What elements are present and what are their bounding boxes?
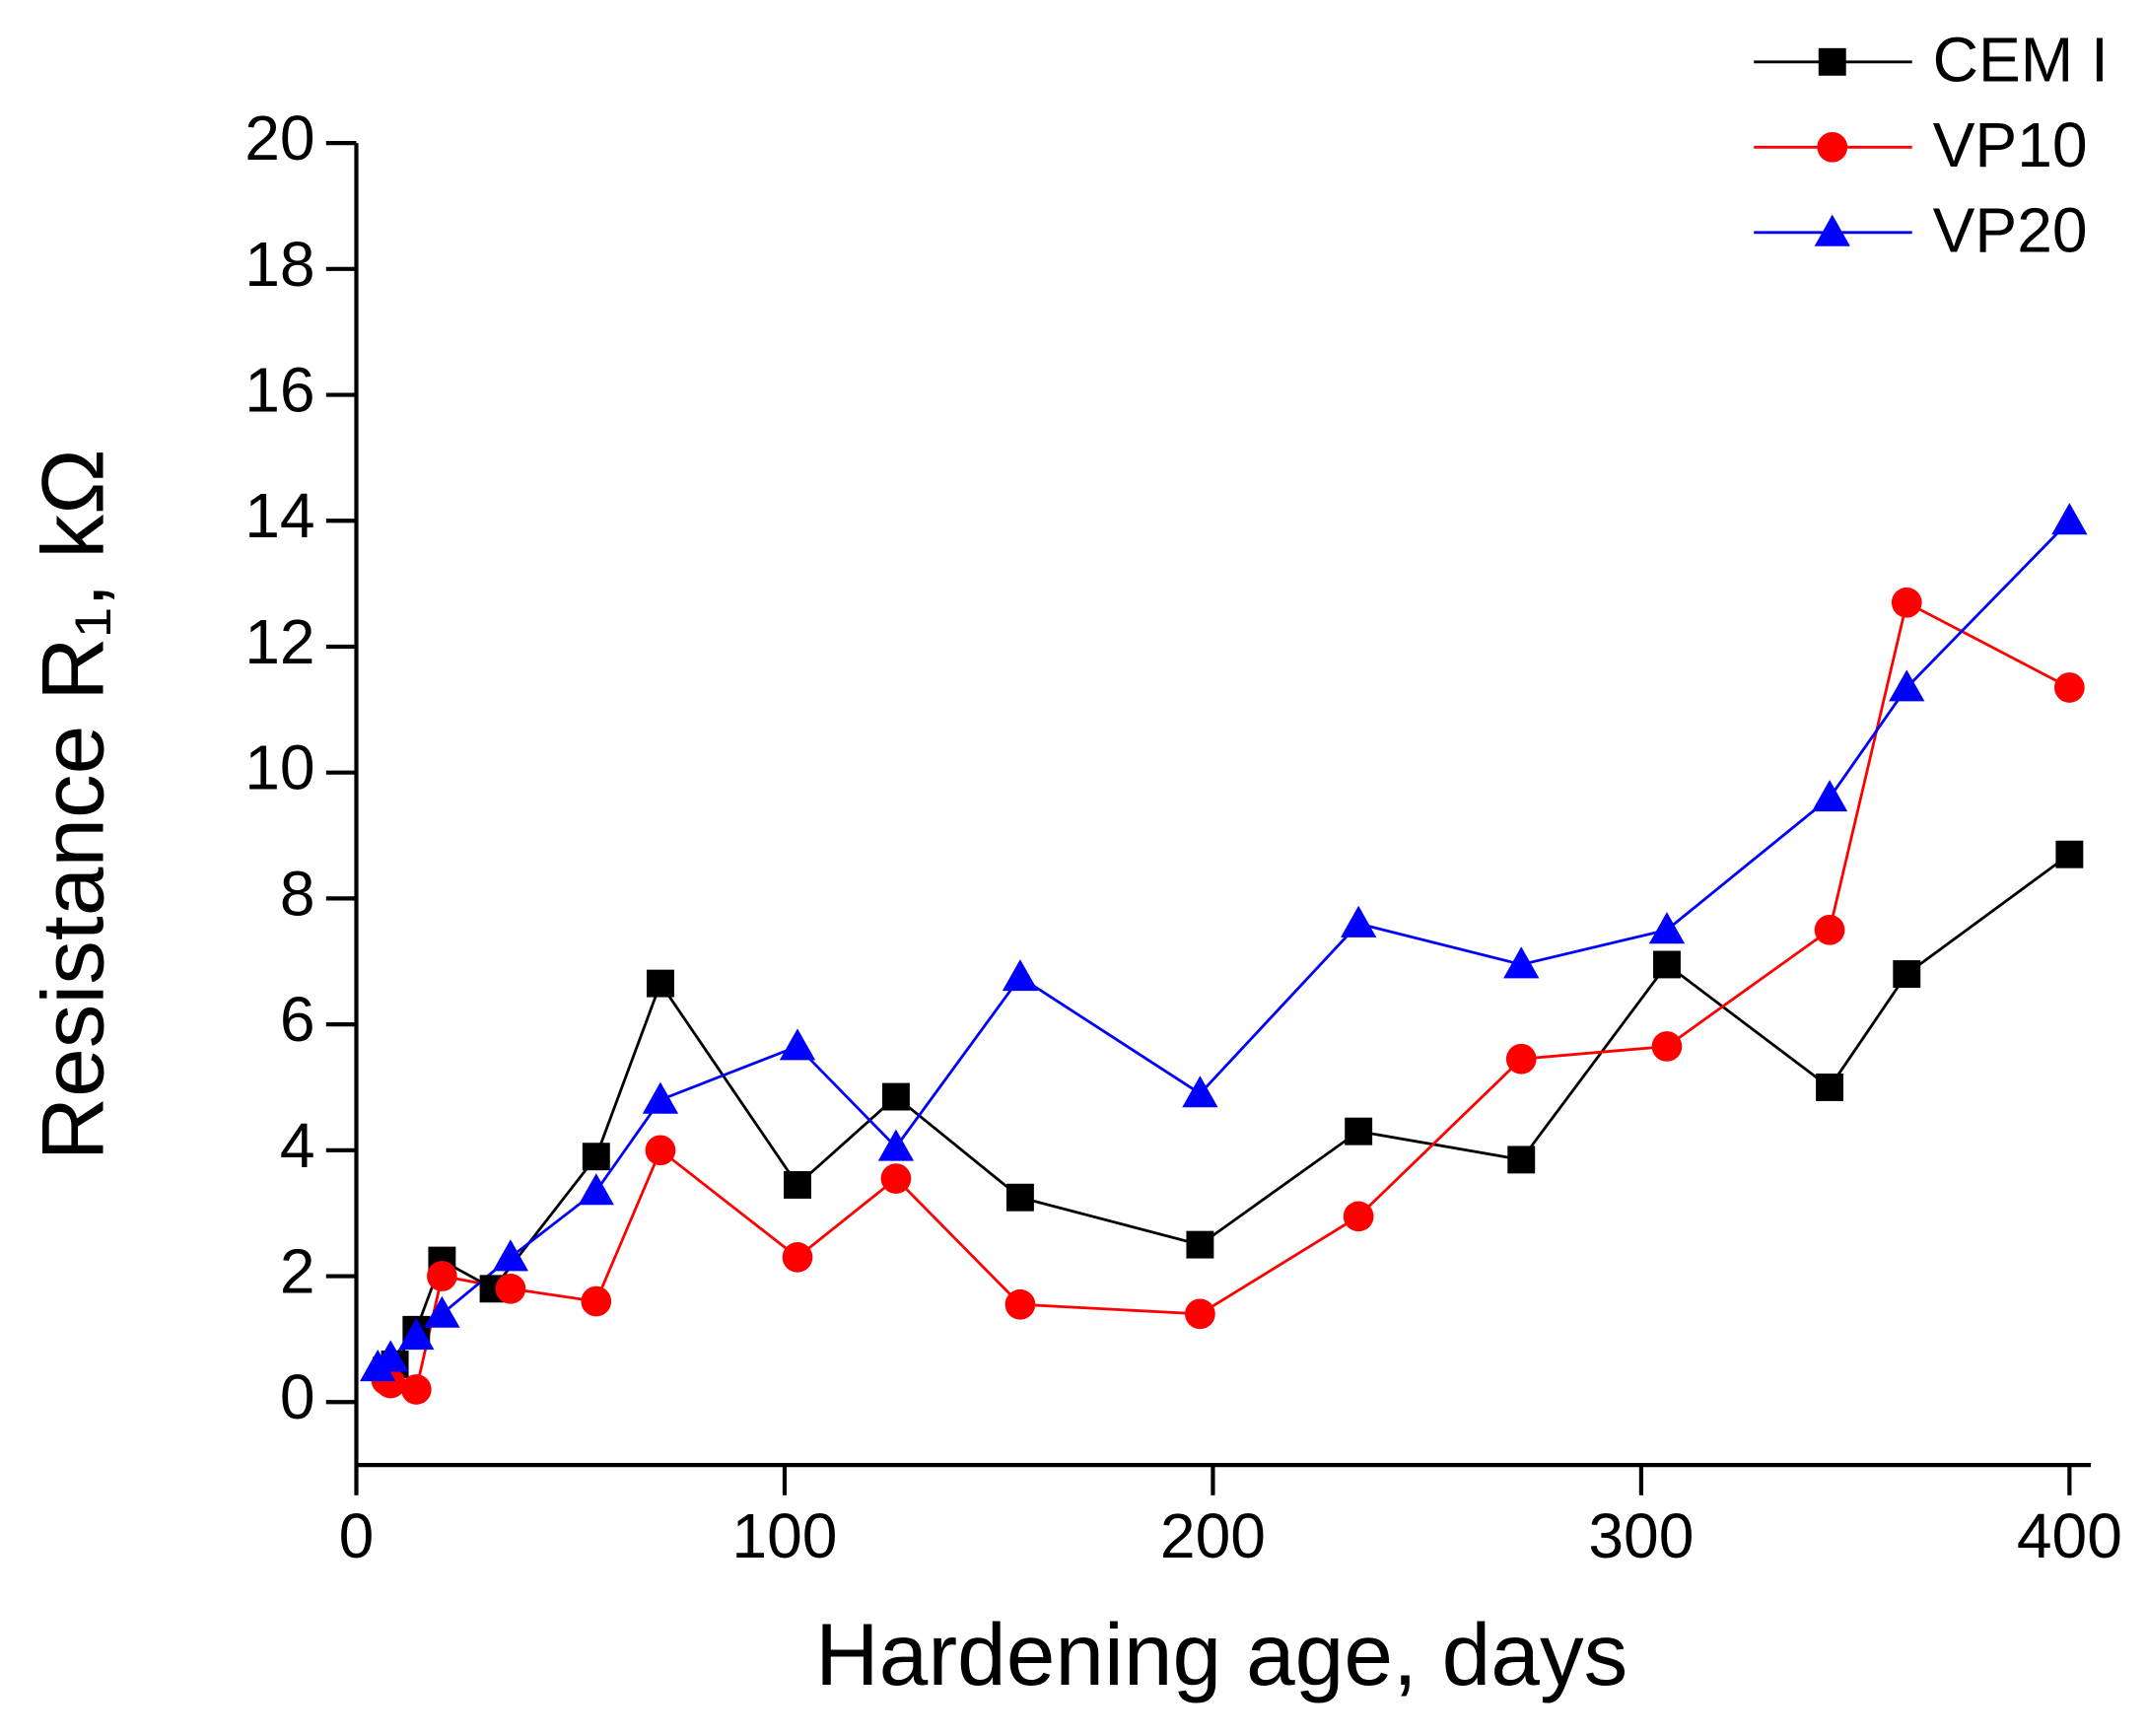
- marker: [2054, 672, 2085, 703]
- x-axis-label: Hardening age, days: [815, 1605, 1627, 1703]
- marker: [495, 1273, 526, 1304]
- marker: [1889, 669, 1925, 702]
- marker: [1345, 1117, 1373, 1146]
- legend-label: VP20: [1933, 195, 2088, 266]
- marker: [1182, 1076, 1218, 1108]
- legend-marker: [1818, 47, 1846, 76]
- y-tick-label: 2: [280, 1235, 315, 1306]
- legend-label: VP10: [1933, 109, 2088, 180]
- y-tick-label: 18: [244, 229, 314, 300]
- marker: [1185, 1298, 1215, 1330]
- x-tick-label: 400: [2017, 1500, 2122, 1571]
- marker: [1811, 780, 1848, 812]
- marker: [1004, 1288, 1036, 1320]
- marker: [398, 1318, 435, 1351]
- legend-marker: [1814, 214, 1850, 246]
- series-line: [385, 600, 2071, 1392]
- marker: [400, 1374, 432, 1405]
- legend-marker: [1817, 131, 1848, 163]
- y-tick-label: 20: [244, 103, 314, 174]
- marker: [2051, 503, 2088, 535]
- y-axis-label: Resistance R₁, kΩ: [24, 449, 122, 1160]
- marker: [1814, 914, 1845, 945]
- marker: [424, 1295, 460, 1328]
- marker: [1893, 960, 1921, 988]
- marker: [1343, 1201, 1374, 1232]
- marker: [1653, 950, 1681, 979]
- marker: [2055, 840, 2084, 868]
- marker: [784, 1170, 811, 1199]
- y-tick-label: 6: [280, 984, 315, 1055]
- y-tick-label: 14: [244, 480, 314, 551]
- marker: [1341, 905, 1377, 937]
- marker: [582, 1143, 610, 1171]
- x-tick-label: 200: [1160, 1500, 1266, 1571]
- marker: [581, 1285, 612, 1317]
- marker: [578, 1173, 614, 1206]
- x-tick-label: 0: [339, 1500, 375, 1571]
- marker: [881, 1082, 910, 1111]
- marker: [1816, 1074, 1844, 1101]
- marker: [1186, 1230, 1214, 1259]
- legend-label: CEM I: [1933, 25, 2109, 96]
- marker: [1651, 1031, 1683, 1062]
- marker: [1503, 946, 1540, 979]
- marker: [427, 1261, 457, 1291]
- marker: [1002, 959, 1039, 992]
- y-tick-label: 0: [280, 1361, 315, 1432]
- marker: [877, 1129, 915, 1161]
- marker: [373, 1340, 409, 1372]
- y-tick-label: 4: [280, 1110, 315, 1181]
- marker: [647, 969, 674, 998]
- x-tick-label: 100: [731, 1500, 837, 1571]
- marker: [1505, 1043, 1537, 1075]
- marker: [642, 1081, 679, 1114]
- marker: [782, 1242, 813, 1273]
- y-tick-label: 12: [244, 606, 314, 677]
- marker: [880, 1163, 912, 1194]
- y-tick-label: 16: [244, 355, 314, 426]
- y-tick-label: 8: [280, 858, 315, 929]
- marker: [1507, 1146, 1536, 1174]
- marker: [1891, 587, 1922, 618]
- marker: [645, 1135, 676, 1166]
- y-tick-label: 10: [244, 732, 314, 803]
- marker: [492, 1239, 529, 1272]
- marker: [1005, 1183, 1034, 1212]
- x-tick-label: 300: [1588, 1500, 1694, 1571]
- marker: [779, 1028, 816, 1061]
- series-line: [377, 520, 2071, 1369]
- marker: [1648, 912, 1686, 944]
